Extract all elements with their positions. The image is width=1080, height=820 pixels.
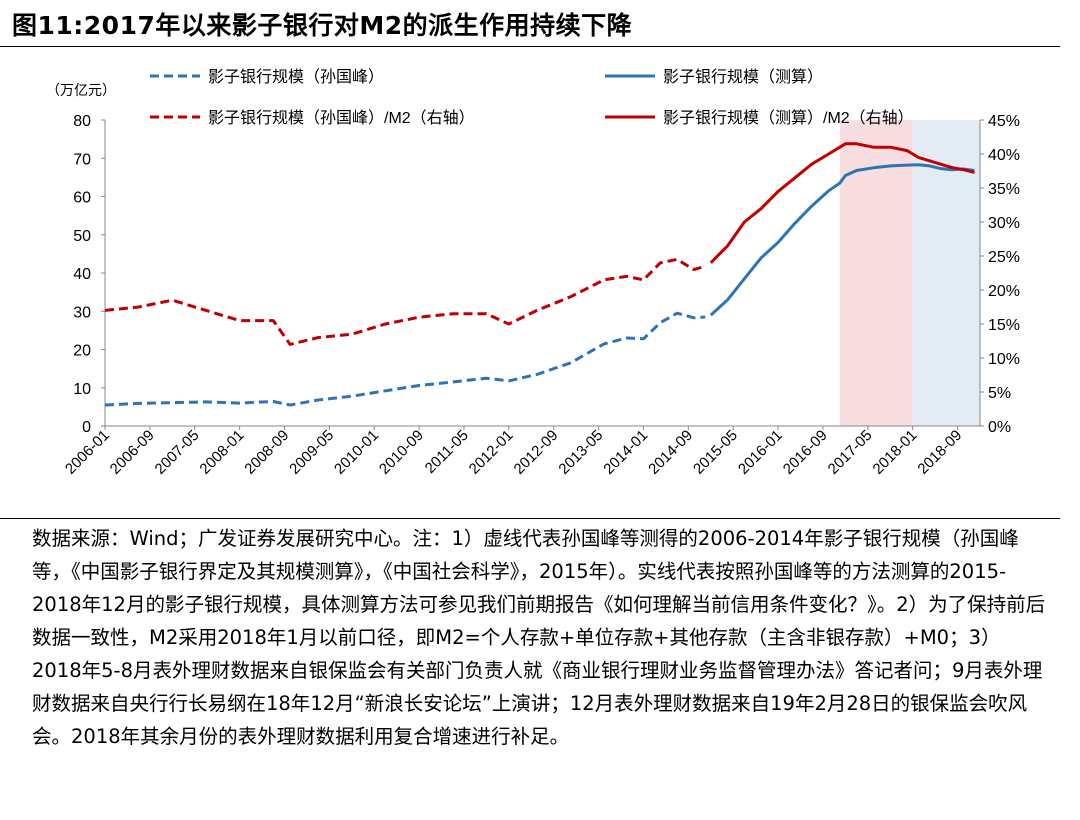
y2-tick-label: 25% (988, 249, 1020, 266)
x-tick-label: 2018-01 (870, 427, 921, 478)
x-tick-label: 2008-09 (241, 427, 292, 478)
x-tick-label: 2012-09 (511, 427, 562, 478)
y-tick-label: 20 (73, 343, 91, 360)
legend-label: 影子银行规模（孙国峰）/M2（右轴） (208, 109, 475, 127)
y2-tick-label: 30% (988, 215, 1020, 232)
note-rule (0, 518, 1060, 519)
x-tick-label: 2012-01 (466, 427, 517, 478)
series-line (709, 142, 975, 264)
y-axis-unit: （万亿元） (46, 82, 116, 98)
y-tick-label: 70 (73, 151, 91, 168)
x-tick-label: 2006-09 (107, 427, 158, 478)
series-line (104, 311, 706, 407)
y2-tick-label: 40% (988, 147, 1020, 164)
x-tick-label: 2016-09 (780, 427, 831, 478)
legend-label: 影子银行规模（测算） (663, 67, 823, 86)
x-tick-label: 2014-09 (645, 427, 696, 478)
x-tick-label: 2018-09 (914, 427, 965, 478)
x-tick-label: 2007-05 (152, 427, 203, 478)
chart-series (104, 142, 975, 407)
y2-tick-label: 0% (988, 419, 1011, 436)
y2-tick-label: 10% (988, 351, 1020, 368)
source-note: 数据来源：Wind；广发证券发展研究中心。注：1）虚线代表孙国峰等测得的2006… (32, 527, 1046, 748)
y-tick-label: 30 (73, 304, 91, 321)
x-tick-label: 2008-01 (196, 427, 247, 478)
x-tick-label: 2010-09 (376, 427, 427, 478)
legend-label: 影子银行规模（测算）/M2（右轴） (663, 108, 914, 127)
x-tick-label: 2009-05 (286, 427, 337, 478)
y-tick-label: 0 (82, 419, 91, 436)
x-tick-label: 2015-05 (690, 427, 741, 478)
y2-tick-label: 45% (988, 113, 1020, 130)
x-tick-label: 2010-01 (331, 427, 382, 478)
chart-legend: 影子银行规模（孙国峰） 影子银行规模（测算） 影子银行规模（孙国峰）/M2（右轴） 影… (150, 67, 914, 127)
x-tick-label: 2017-05 (825, 427, 876, 478)
x-tick-label: 2013-05 (555, 427, 606, 478)
y-tick-label: 50 (73, 228, 91, 245)
y2-tick-label: 35% (988, 181, 1020, 198)
x-tick-label: 2011-05 (422, 427, 472, 477)
y2-tick-label: 15% (988, 317, 1020, 334)
x-tick-label: 2016-01 (735, 427, 786, 478)
y-tick-label: 60 (73, 190, 91, 207)
legend-label: 影子银行规模（孙国峰） (208, 68, 384, 86)
shadow-banking-chart: 0 10 20 30 40 50 60 70 80 0% 5% 10% 15% 20% 25% 30% 35% 4… (46, 67, 1020, 478)
y2-tick-label: 5% (988, 385, 1011, 402)
y-tick-label: 10 (73, 381, 91, 398)
series-line (104, 257, 706, 346)
y-tick-label: 80 (73, 113, 91, 130)
x-tick-label: 2014-01 (600, 427, 651, 478)
series-line (709, 163, 975, 317)
title-rule (0, 46, 1060, 47)
figure-title: 图11:2017年以来影子银行对M2的派生作用持续下降 (12, 11, 633, 40)
y-tick-label: 40 (73, 266, 91, 283)
y2-tick-label: 20% (988, 283, 1020, 300)
